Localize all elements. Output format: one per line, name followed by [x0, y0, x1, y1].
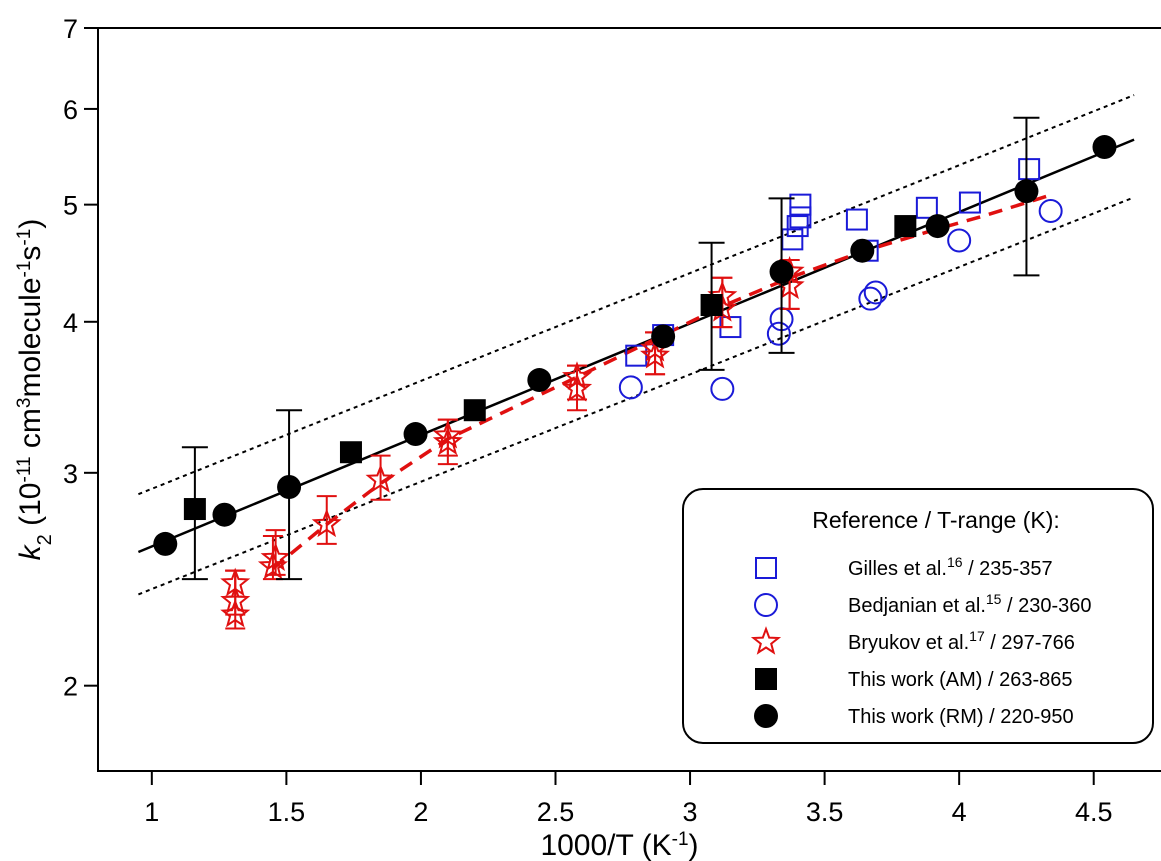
line-lower-bound — [138, 196, 1135, 596]
line-upper-bound — [138, 94, 1135, 496]
plot-frame — [97, 27, 1161, 772]
x-axis-title: 1000/T (K-1) — [540, 829, 698, 861]
x-tick-label: 1 — [144, 797, 159, 827]
data-point — [403, 422, 428, 447]
data-point — [766, 321, 791, 346]
y-tick-label: 4 — [63, 308, 78, 338]
y-tick-label: 5 — [63, 191, 78, 221]
data-point — [339, 441, 362, 464]
y-tick-label: 7 — [63, 14, 78, 44]
x-tick-label: 2.5 — [537, 797, 575, 827]
data-point — [212, 502, 237, 527]
x-tick-label: 3.5 — [806, 797, 844, 827]
legend-title: Reference / T-range (K): — [812, 507, 1060, 533]
series-this_work_rm — [153, 116, 1117, 581]
data-point — [863, 280, 888, 305]
y-tick-label: 2 — [63, 672, 78, 702]
data-point — [153, 531, 178, 556]
x-tick-label: 4.5 — [1075, 797, 1113, 827]
data-point — [220, 598, 251, 628]
data-point — [260, 542, 291, 572]
data-point — [958, 191, 981, 214]
data-point — [562, 361, 593, 390]
legend-marker — [754, 704, 778, 728]
data-point — [463, 399, 486, 422]
data-point — [365, 464, 396, 493]
legend-label: Bryukov et al.17 / 297-766 — [848, 628, 1075, 654]
data-point — [710, 376, 735, 401]
data-point — [1038, 198, 1063, 223]
data-point — [183, 498, 206, 521]
series-bedjanian — [618, 198, 1063, 401]
legend-marker — [750, 626, 782, 655]
legend-marker — [754, 593, 778, 617]
data-point — [850, 238, 875, 263]
data-point — [789, 193, 812, 216]
data-point — [858, 286, 883, 311]
data-point — [947, 228, 972, 253]
legend: Reference / T-range (K): Gilles et al.16… — [682, 488, 1154, 744]
data-point — [220, 567, 251, 597]
legend-entries: Gilles et al.16 / 235-357 Bedjanian et al… — [750, 554, 1092, 728]
data-point — [700, 293, 723, 316]
data-point — [311, 508, 342, 538]
series-this_work_am — [181, 215, 917, 581]
axes: 1 1.5 2 2.5 3 3.5 4 4.5 2 3 4 5 6 7 — [63, 14, 1113, 827]
legend-label: This work (RM) / 220-950 — [848, 706, 1074, 728]
data-point — [845, 208, 868, 231]
y-axis-title: k2 (10-11 cm3molecule-1s-1) — [14, 219, 57, 561]
data-point — [1092, 135, 1117, 160]
data-point — [618, 375, 643, 400]
data-point — [1014, 179, 1039, 204]
x-tick-label: 3 — [683, 797, 698, 827]
data-point — [915, 196, 938, 219]
legend-marker — [755, 668, 777, 690]
data-point — [786, 215, 809, 238]
data-point — [527, 368, 552, 393]
x-tick-label: 2 — [413, 797, 428, 827]
data-point — [277, 475, 302, 500]
data-point — [894, 215, 917, 238]
plot-area — [97, 27, 1161, 772]
y-tick-label: 3 — [63, 459, 78, 489]
data-markers — [153, 116, 1117, 630]
data-point — [1018, 158, 1041, 181]
data-point — [789, 206, 812, 229]
legend-label: Gilles et al.16 / 235-357 — [848, 554, 1053, 580]
x-tick-label: 1.5 — [268, 797, 306, 827]
data-point — [925, 214, 950, 239]
legend-box — [682, 488, 1154, 744]
series-gilles — [625, 158, 1041, 367]
data-point — [651, 324, 676, 349]
data-point — [769, 259, 794, 284]
legend-label: This work (AM) / 263-865 — [848, 669, 1073, 691]
x-tick-label: 4 — [952, 797, 967, 827]
legend-marker — [755, 557, 777, 579]
line-bryukov-fit — [271, 192, 1054, 570]
legend-label: Bedjanian et al.15 / 230-360 — [848, 591, 1092, 617]
data-point — [432, 419, 463, 449]
y-tick-label: 6 — [63, 95, 78, 125]
